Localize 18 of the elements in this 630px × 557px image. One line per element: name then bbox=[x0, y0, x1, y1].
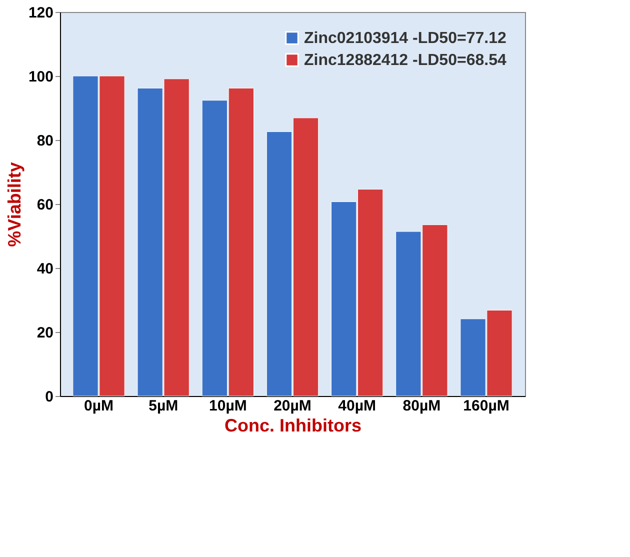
y-tick-label: 100 bbox=[28, 68, 54, 86]
x-tick-label: 160µM bbox=[463, 398, 510, 414]
y-tick-label: 0 bbox=[45, 388, 54, 406]
y-axis-title: %Viability bbox=[4, 162, 24, 247]
x-tick-label: 10µM bbox=[209, 398, 247, 414]
y-tick-label: 60 bbox=[36, 196, 54, 214]
y-tick-label: 20 bbox=[36, 324, 54, 342]
x-tick-label: 0µM bbox=[84, 398, 114, 414]
x-tick-label: 20µM bbox=[274, 398, 312, 414]
x-axis-title: Conc. Inhibitors bbox=[224, 416, 362, 436]
x-tick-label: 5µM bbox=[148, 398, 178, 414]
x-tick-label: 40µM bbox=[338, 398, 376, 414]
legend-label: Zinc12882412 -LD50=68.54 bbox=[304, 52, 506, 69]
y-tick-label: 120 bbox=[28, 4, 54, 22]
y-tick-label: 40 bbox=[36, 260, 54, 278]
y-tick-label: 80 bbox=[36, 132, 54, 150]
legend-label: Zinc02103914 -LD50=77.12 bbox=[304, 30, 506, 47]
x-tick-label: 80µM bbox=[402, 398, 441, 414]
